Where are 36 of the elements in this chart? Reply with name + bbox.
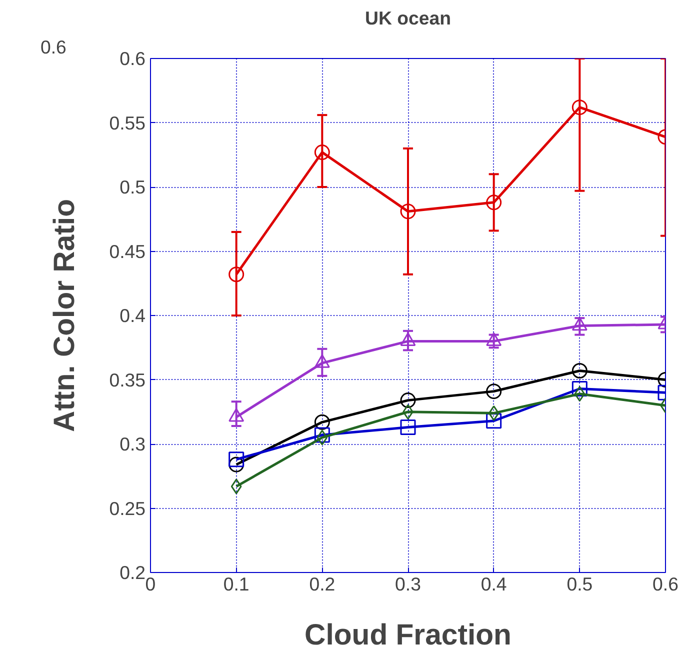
x-tick-label: 0.3 (395, 574, 421, 594)
point (228, 452, 244, 468)
y-tick-label: 0.45 (109, 240, 146, 262)
text: 0.6 (40, 36, 66, 58)
y-tick-label: 0.6 (120, 48, 146, 69)
y-tick-label: 0.4 (120, 305, 146, 326)
chart-title: UK ocean (364, 8, 452, 28)
point (314, 414, 330, 430)
y-axis-title: Attn. Color Ratio (48, 199, 82, 432)
point (400, 420, 416, 436)
y-tick-label: 0.35 (109, 369, 146, 390)
point (572, 363, 588, 378)
x-tick-label: 0.6 (652, 574, 678, 594)
x-tick-label: 0.1 (223, 574, 250, 594)
point (314, 144, 330, 160)
x-tick-label: 0.5 (566, 574, 593, 594)
point (400, 392, 416, 408)
point (486, 194, 502, 210)
y-tick-label: 0.5 (120, 176, 146, 198)
x-tick-label: 0 (145, 574, 156, 594)
point (488, 405, 500, 421)
point (486, 384, 502, 400)
point (572, 100, 588, 116)
point (572, 380, 588, 396)
x-axis-title: Cloud Fraction (304, 618, 512, 652)
point (574, 386, 586, 402)
point (400, 204, 416, 220)
point (230, 478, 242, 494)
x-tick-label: 0.2 (309, 574, 336, 594)
y-tick-label: 0.55 (109, 112, 146, 134)
point (486, 413, 502, 429)
point (228, 456, 244, 472)
x-tick-label: 0.4 (480, 574, 507, 594)
y-tick-label: 0.3 (120, 434, 146, 454)
point (228, 266, 244, 282)
y-tick-label: 0.25 (109, 498, 146, 519)
